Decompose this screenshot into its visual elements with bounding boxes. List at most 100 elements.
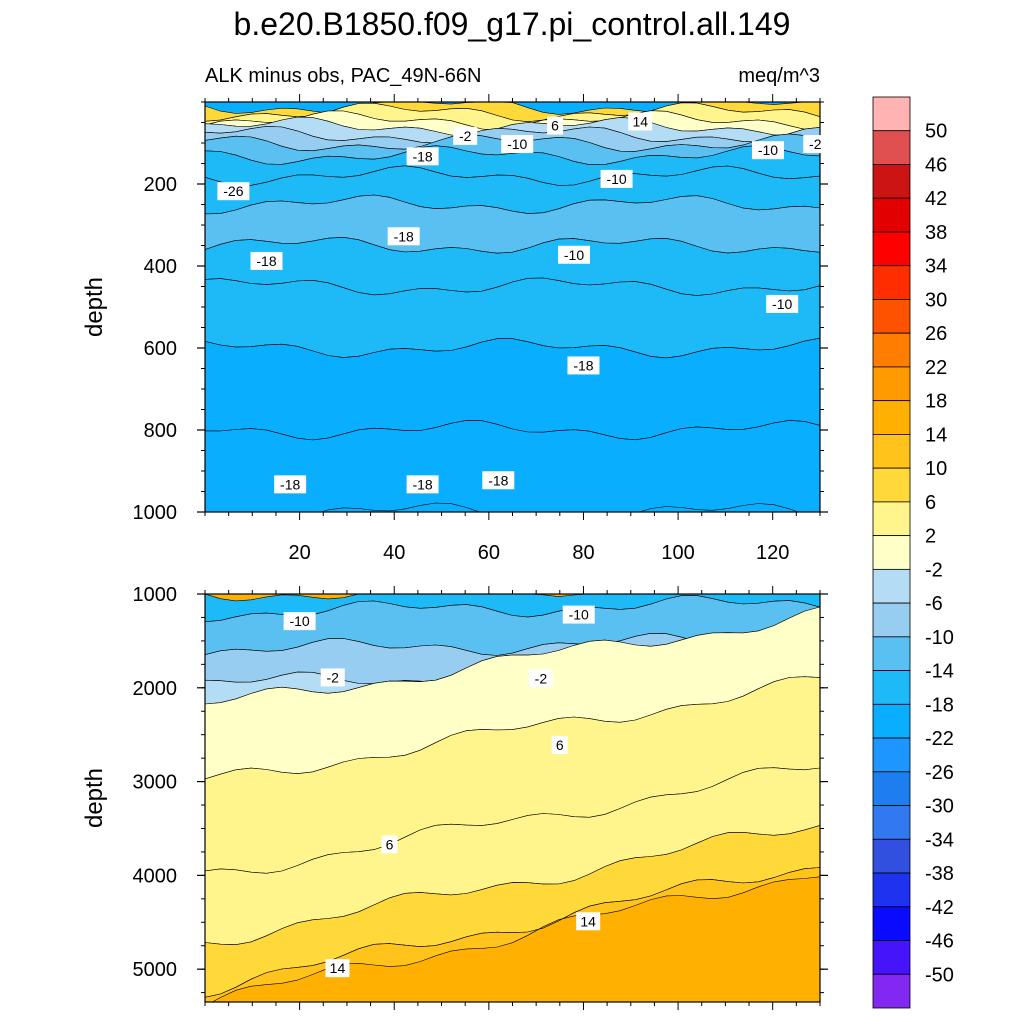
x-tick-label: 60 <box>478 542 500 564</box>
contour-label-bg <box>628 112 653 131</box>
colorbar-swatch <box>872 602 911 638</box>
contour-label: -2 <box>320 668 345 687</box>
contour-label: -18 <box>250 251 283 270</box>
colorbar-label: -50 <box>925 964 954 986</box>
contour-label-text: -2 <box>809 136 822 152</box>
contour-label: -18 <box>387 227 420 246</box>
contour-label-bg <box>250 251 283 270</box>
contour-label-text: -18 <box>256 253 276 269</box>
colorbar-swatch <box>872 501 911 537</box>
y-tick-label: 2000 <box>133 678 178 700</box>
colorbar-swatch <box>872 872 911 908</box>
contour-label-text: -18 <box>488 472 508 488</box>
contour-label: 6 <box>547 116 564 135</box>
colorbar-swatch <box>872 434 911 469</box>
contour-label: -10 <box>501 135 534 154</box>
contour-label-text: 6 <box>556 737 564 753</box>
colorbar-swatch <box>872 366 911 402</box>
y-tick-label: 5000 <box>133 959 178 981</box>
contour-label-bg <box>482 471 515 490</box>
chart-subtitle-right: meq/m^3 <box>738 65 820 87</box>
chart-subtitle-left: ALK minus obs, PAC_49N-66N <box>205 65 481 87</box>
y-axis-label: depth <box>81 277 108 337</box>
contour-label: 6 <box>551 735 568 754</box>
contour-label-bg <box>501 135 534 154</box>
contour-label: -18 <box>274 475 307 494</box>
colorbar-label: -34 <box>925 829 954 851</box>
contour-label: -2 <box>528 669 553 688</box>
colorbar-swatch <box>872 231 911 267</box>
contour-label-text: -10 <box>758 142 778 158</box>
colorbar-swatch <box>872 771 911 806</box>
contour-label: 14 <box>628 112 653 131</box>
colorbar-swatch <box>872 703 911 739</box>
contour-label: -10 <box>766 294 799 313</box>
colorbar-label: 14 <box>925 424 947 446</box>
colorbar-label: 10 <box>925 458 947 480</box>
colorbar-swatch <box>872 737 911 773</box>
contour-label: -2 <box>453 126 478 145</box>
x-tick-label: 40 <box>383 542 405 564</box>
contour-label-bg <box>217 182 250 201</box>
contour-label: 14 <box>325 959 350 978</box>
contour-band <box>205 867 820 1002</box>
x-tick-label: 80 <box>572 542 594 564</box>
colorbar-label: 38 <box>925 222 947 244</box>
contour-label-text: -18 <box>412 148 432 164</box>
contour-label-bg <box>547 116 564 135</box>
colorbar-swatch <box>872 906 911 941</box>
contour-label-text: -10 <box>606 171 626 187</box>
contour-band <box>205 420 820 512</box>
contour-label: -10 <box>751 141 784 160</box>
colorbar-label: -42 <box>925 897 954 919</box>
contour-label-text: -18 <box>412 476 432 492</box>
contour-label: -10 <box>558 245 590 264</box>
contour-field <box>205 102 820 512</box>
colorbar-label: 22 <box>925 357 947 379</box>
contour-label-bg <box>558 245 590 264</box>
contour-label-text: -26 <box>223 183 243 199</box>
y-tick-label: 600 <box>144 338 177 360</box>
y-tick-label: 800 <box>144 420 177 442</box>
contour-label-bg <box>387 227 420 246</box>
contour-label-text: 6 <box>551 118 559 134</box>
colorbar-swatch <box>872 197 911 233</box>
colorbar-swatch <box>872 164 911 199</box>
contour-label-bg <box>751 141 784 160</box>
colorbar-swatch <box>872 838 911 874</box>
colorbar-label: 50 <box>925 121 947 143</box>
contour-label-text: 14 <box>330 960 346 976</box>
colorbar-swatch <box>872 535 911 570</box>
contour-label: -26 <box>217 182 250 201</box>
y-tick-label: 1000 <box>133 502 178 524</box>
colorbar-swatch <box>872 332 911 368</box>
colorbar-label: 6 <box>925 492 936 514</box>
colorbar-swatch <box>872 400 911 435</box>
contour-label-bg <box>551 735 568 754</box>
contour-label-text: -10 <box>507 136 527 152</box>
contour-label: -10 <box>600 169 633 188</box>
colorbar-label: -22 <box>925 728 954 750</box>
contour-label-text: -18 <box>394 228 414 244</box>
colorbar-label: -6 <box>925 593 943 615</box>
top-panel: 200 400 600 800 1000 20 40 60 80 100 120 depth 14 6 -2… <box>81 94 828 564</box>
contour-label-bg <box>528 669 553 688</box>
contour-label: -18 <box>482 471 515 490</box>
contour-label-bg <box>562 605 595 624</box>
colorbar-label: -38 <box>925 863 954 885</box>
colorbar-label: 18 <box>925 391 947 413</box>
y-tick-label: 400 <box>144 256 177 278</box>
x-tick-label: 100 <box>661 542 694 564</box>
y-tick-label: 1000 <box>133 584 178 606</box>
contour-label-text: -2 <box>535 670 548 686</box>
contour-label-bg <box>381 835 398 854</box>
chart-title: b.e20.B1850.f09_g17.pi_control.all.149 <box>234 6 791 42</box>
contour-field <box>205 594 820 1002</box>
contour-label-bg <box>766 294 799 313</box>
contour-label: 14 <box>576 912 601 931</box>
contour-band <box>205 337 820 441</box>
x-tick-label: 20 <box>288 542 310 564</box>
colorbar-label: 42 <box>925 188 947 210</box>
colorbar-label: -26 <box>925 762 954 784</box>
